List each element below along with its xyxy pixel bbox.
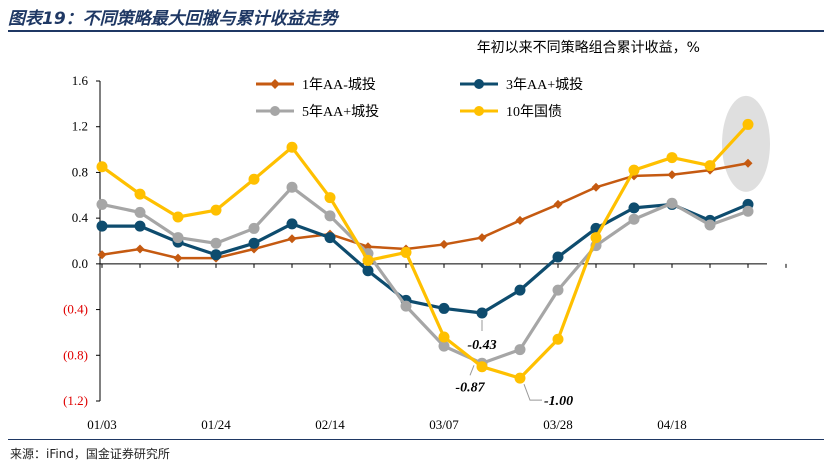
- data-point: [400, 300, 412, 312]
- data-point: [666, 197, 678, 209]
- legend-label: 1年AA-城投: [302, 77, 376, 93]
- data-point: [742, 118, 754, 130]
- data-point: [667, 170, 677, 180]
- data-point: [514, 284, 526, 296]
- data-point: [324, 232, 336, 244]
- data-point: [552, 284, 564, 296]
- data-point: [286, 181, 298, 193]
- legend-swatch-marker: [474, 79, 484, 89]
- data-point: [210, 204, 222, 216]
- series-line: [101, 162, 749, 260]
- data-point: [287, 234, 297, 244]
- legend-swatch-marker: [270, 106, 280, 116]
- data-point: [552, 251, 564, 263]
- data-point: [704, 219, 716, 231]
- series-line: [101, 185, 749, 365]
- source-note: 来源：iFind，国金证券研究所: [10, 447, 170, 461]
- data-point: [286, 141, 298, 153]
- title-rule: [8, 30, 824, 32]
- x-tick-label: 02/14: [315, 417, 345, 432]
- data-point: [590, 232, 602, 244]
- data-point: [248, 222, 260, 234]
- legend-label: 5年AA+城投: [302, 104, 379, 120]
- y-tick-label: 0.0: [72, 256, 88, 271]
- legend-swatch-marker: [270, 79, 280, 89]
- data-point: [362, 254, 374, 266]
- y-tick-label: (1.2): [63, 393, 88, 408]
- data-point: [514, 344, 526, 356]
- figure-title: 图表19：不同策略最大回撤与累计收益走势: [8, 9, 338, 29]
- y-tick-label: (0.4): [63, 302, 88, 317]
- y-tick-label: 0.8: [72, 164, 88, 179]
- data-point: [628, 164, 640, 176]
- annotation-label: -1.00: [544, 394, 573, 409]
- y-tick-label: 1.2: [72, 119, 88, 134]
- data-point: [134, 220, 146, 232]
- x-tick-label: 03/07: [429, 417, 459, 432]
- data-point: [96, 198, 108, 210]
- legend-swatch-marker: [474, 106, 484, 116]
- data-point: [248, 173, 260, 185]
- source-rule: [8, 439, 824, 440]
- data-point: [135, 244, 145, 254]
- data-point: [439, 239, 449, 249]
- data-point: [476, 361, 488, 373]
- data-point: [628, 202, 640, 214]
- data-point: [134, 206, 146, 218]
- annotation-label: -0.87: [455, 380, 485, 395]
- y-tick-label: 1.6: [72, 73, 89, 88]
- data-point: [96, 220, 108, 232]
- data-point: [210, 249, 222, 261]
- data-point: [438, 331, 450, 343]
- x-tick-label: 01/03: [87, 417, 117, 432]
- highlight-ellipse: [722, 95, 770, 192]
- data-point: [514, 372, 526, 384]
- series-line: [102, 202, 749, 315]
- x-tick-label: 04/18: [657, 417, 687, 432]
- data-point: [172, 232, 184, 244]
- data-point: [248, 237, 260, 249]
- annotation-leader: [469, 365, 475, 376]
- legend-label: 10年国债: [506, 104, 562, 120]
- data-point: [628, 213, 640, 225]
- legend-label: 3年AA+城投: [506, 77, 583, 93]
- data-point: [210, 237, 222, 249]
- line-chart: 年初以来不同策略组合累计收益，% 1.6 1.2 0.8 0.4 0.0 (0.4) (0.…: [63, 39, 787, 432]
- data-point: [173, 253, 183, 263]
- data-point: [743, 158, 753, 168]
- x-tick-label: 03/28: [543, 417, 573, 432]
- data-point: [134, 188, 146, 200]
- data-point: [324, 210, 336, 222]
- data-point: [438, 302, 450, 314]
- data-point: [476, 307, 488, 319]
- series-line: [101, 123, 750, 380]
- data-point: [362, 265, 374, 277]
- data-point: [591, 182, 601, 192]
- data-point: [172, 211, 184, 223]
- data-point: [286, 218, 298, 230]
- data-point: [515, 215, 525, 225]
- data-point: [704, 160, 716, 172]
- data-point: [438, 340, 450, 352]
- x-tick-label: 01/24: [201, 417, 231, 432]
- data-point: [324, 192, 336, 204]
- annotation-leader: [523, 383, 542, 401]
- chart-title: 年初以来不同策略组合累计收益，%: [477, 39, 700, 56]
- y-tick-label: 0.4: [72, 210, 89, 225]
- data-point: [477, 233, 487, 243]
- data-point: [400, 246, 412, 258]
- data-point: [96, 161, 108, 173]
- data-point: [553, 199, 563, 209]
- y-tick-label: (0.8): [63, 347, 88, 362]
- data-point: [97, 250, 107, 260]
- annotation-label: -0.43: [467, 338, 496, 353]
- data-point: [552, 333, 564, 345]
- data-point: [666, 152, 678, 164]
- data-point: [742, 205, 754, 217]
